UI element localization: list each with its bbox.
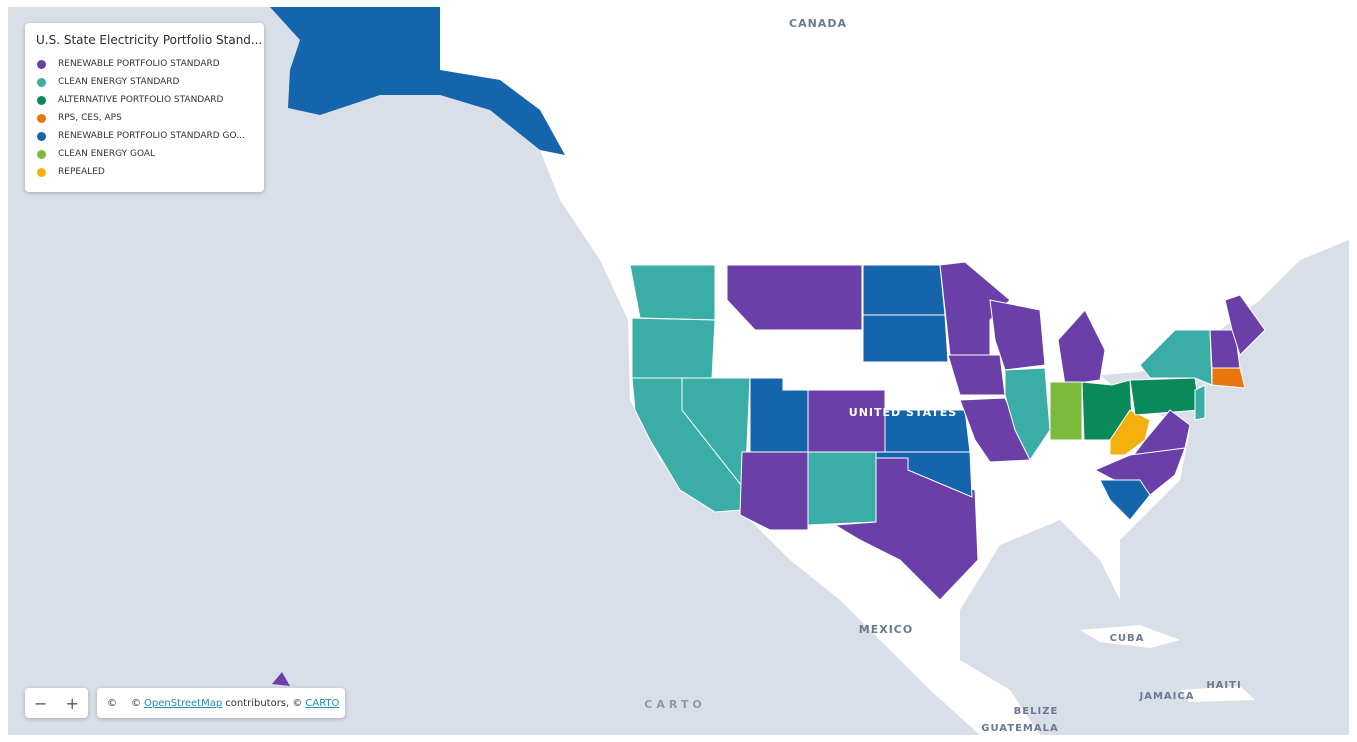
map-label: HAITI bbox=[1206, 680, 1241, 691]
legend-title: U.S. State Electricity Portfolio Stand..… bbox=[36, 33, 263, 47]
land bbox=[440, 7, 1349, 735]
hawaii bbox=[272, 672, 290, 686]
osm-link[interactable]: OpenStreetMap bbox=[144, 697, 223, 709]
attribution-text: contributors, © bbox=[225, 697, 303, 709]
legend-label: CLEAN ENERGY GOAL bbox=[58, 149, 156, 159]
logo: CARTO bbox=[644, 698, 705, 711]
legend-swatch bbox=[37, 59, 46, 69]
island bbox=[1180, 686, 1255, 702]
legend-label: RENEWABLE PORTFOLIO STANDARD bbox=[58, 59, 220, 69]
map-label: CUBA bbox=[1110, 633, 1145, 644]
legend-item: CLEAN ENERGY STANDARD bbox=[37, 73, 264, 91]
legend-label: REPEALED bbox=[58, 167, 105, 177]
legend-item: ALTERNATIVE PORTFOLIO STANDARD bbox=[37, 91, 264, 109]
legend-swatch bbox=[37, 149, 46, 159]
legend-items: RENEWABLE PORTFOLIO STANDARD CLEAN ENERGY… bbox=[37, 55, 264, 181]
legend-swatch bbox=[37, 77, 46, 87]
legend-label: ALTERNATIVE PORTFOLIO STANDARD bbox=[58, 95, 224, 105]
legend-label: RENEWABLE PORTFOLIO STANDARD GO... bbox=[58, 131, 245, 141]
zoom-in[interactable]: + bbox=[65, 693, 79, 713]
legend-item: RENEWABLE PORTFOLIO STANDARD bbox=[37, 55, 264, 73]
legend: U.S. State Electricity Portfolio Stand..… bbox=[25, 23, 264, 192]
attribution: © © OpenStreetMap contributors, © CARTO bbox=[97, 688, 345, 718]
legend-item: REPEALED bbox=[37, 163, 264, 181]
info-button[interactable]: © bbox=[107, 697, 117, 709]
states bbox=[629, 261, 1266, 601]
legend-swatch bbox=[37, 113, 46, 123]
legend-item: RENEWABLE PORTFOLIO STANDARD GO... bbox=[37, 127, 264, 145]
map-label: UNITED STATES bbox=[849, 406, 957, 419]
zoom-control: − + bbox=[25, 688, 88, 718]
legend-swatch bbox=[37, 95, 46, 105]
map-label: BELIZE bbox=[1014, 706, 1059, 717]
map-label: CANADA bbox=[789, 17, 847, 30]
legend-label: CLEAN ENERGY STANDARD bbox=[58, 77, 180, 87]
map-label: MEXICO bbox=[859, 623, 913, 636]
map-label: JAMAICA bbox=[1139, 691, 1195, 702]
alaska bbox=[270, 7, 565, 155]
attribution-text: © bbox=[131, 697, 141, 709]
legend-label: RPS, CES, APS bbox=[58, 113, 122, 123]
legend-swatch bbox=[37, 131, 46, 141]
zoom-out[interactable]: − bbox=[34, 693, 48, 713]
legend-item: CLEAN ENERGY GOAL bbox=[37, 145, 264, 163]
carto-link[interactable]: CARTO bbox=[305, 697, 340, 709]
island bbox=[1080, 625, 1180, 648]
legend-item: RPS, CES, APS bbox=[37, 109, 264, 127]
map-label: GUATEMALA bbox=[981, 723, 1058, 734]
legend-swatch bbox=[37, 167, 46, 177]
